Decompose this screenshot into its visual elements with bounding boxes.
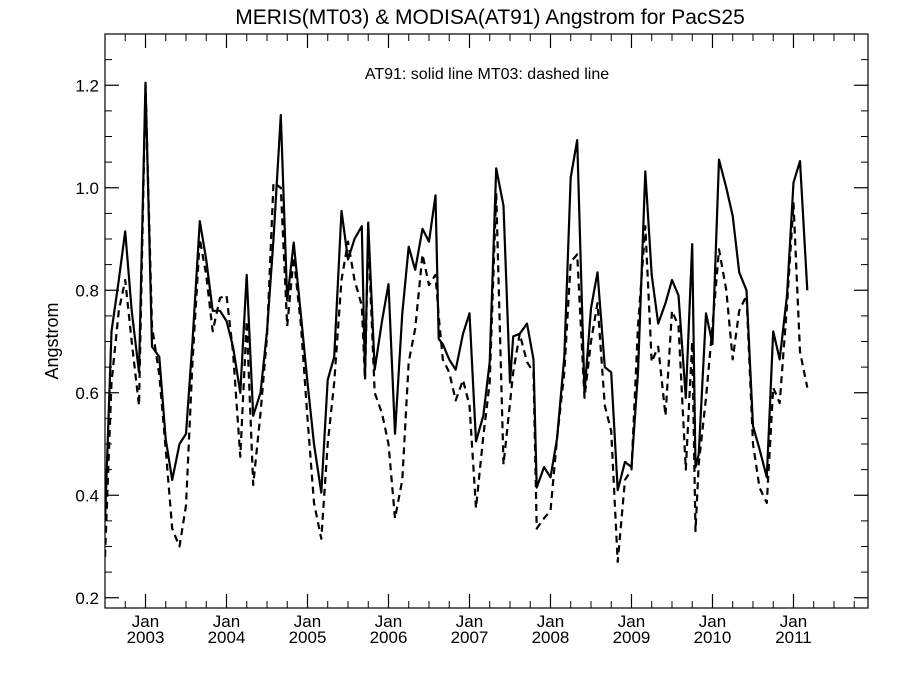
- x-tick-year-label: 2007: [451, 628, 489, 647]
- y-tick-label: 1.2: [75, 76, 99, 95]
- x-tick-year-label: 2004: [208, 628, 246, 647]
- x-tick-month-label: Jan: [294, 612, 321, 631]
- series-line-at91: [105, 81, 809, 521]
- y-tick-label: 0.4: [75, 486, 99, 505]
- x-tick-month-label: Jan: [699, 612, 726, 631]
- line-style-legend: AT91: solid line MT03: dashed line: [365, 66, 609, 83]
- x-tick-year-label: 2011: [775, 628, 812, 647]
- y-tick-label: 0.6: [75, 384, 99, 403]
- x-tick-year-label: 2008: [532, 628, 570, 647]
- x-tick-year-label: 2010: [694, 628, 732, 647]
- y-tick-label: 0.8: [75, 281, 99, 300]
- x-tick-year-label: 2003: [127, 628, 165, 647]
- y-tick-label: 1.0: [75, 179, 99, 198]
- x-tick-month-label: Jan: [780, 612, 807, 631]
- chart-title: MERIS(MT03) & MODISA(AT91) Angstrom for …: [235, 6, 745, 29]
- x-tick-year-label: 2009: [613, 628, 651, 647]
- x-tick-month-label: Jan: [213, 612, 240, 631]
- y-axis-label: Angstrom: [42, 302, 62, 379]
- y-tick-label: 0.2: [75, 589, 99, 608]
- x-tick-year-label: 2006: [370, 628, 408, 647]
- x-tick-month-label: Jan: [618, 612, 645, 631]
- x-tick-year-label: 2005: [289, 628, 327, 647]
- x-tick-month-label: Jan: [537, 612, 564, 631]
- x-tick-month-label: Jan: [456, 612, 483, 631]
- series-line-mt03: [105, 84, 809, 563]
- plot-area: 0.20.40.60.81.01.2Jan2003Jan2004Jan2005J…: [75, 33, 869, 647]
- x-tick-month-label: Jan: [375, 612, 402, 631]
- x-tick-month-label: Jan: [132, 612, 159, 631]
- plot-frame: [104, 33, 869, 609]
